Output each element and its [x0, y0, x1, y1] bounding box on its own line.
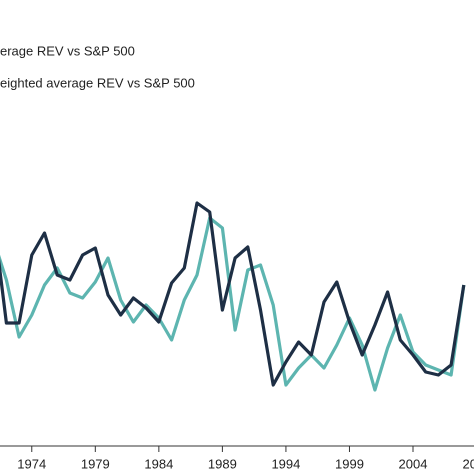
- series-line: [0, 216, 466, 392]
- x-tick-label: 1984: [144, 456, 173, 471]
- x-tick-label: 1989: [208, 456, 237, 471]
- x-tick-label: 1979: [81, 456, 110, 471]
- legend-label: erage REV vs S&P 500: [0, 43, 135, 58]
- legend-label: eighted average REV vs S&P 500: [0, 75, 195, 90]
- series-line: [0, 201, 466, 387]
- x-tick-label: 1974: [17, 456, 46, 471]
- x-tick-label: 2004: [399, 456, 428, 471]
- x-tick-label: 1999: [335, 456, 364, 471]
- x-tick-label: 1994: [271, 456, 300, 471]
- x-tick-label: 20: [463, 456, 474, 471]
